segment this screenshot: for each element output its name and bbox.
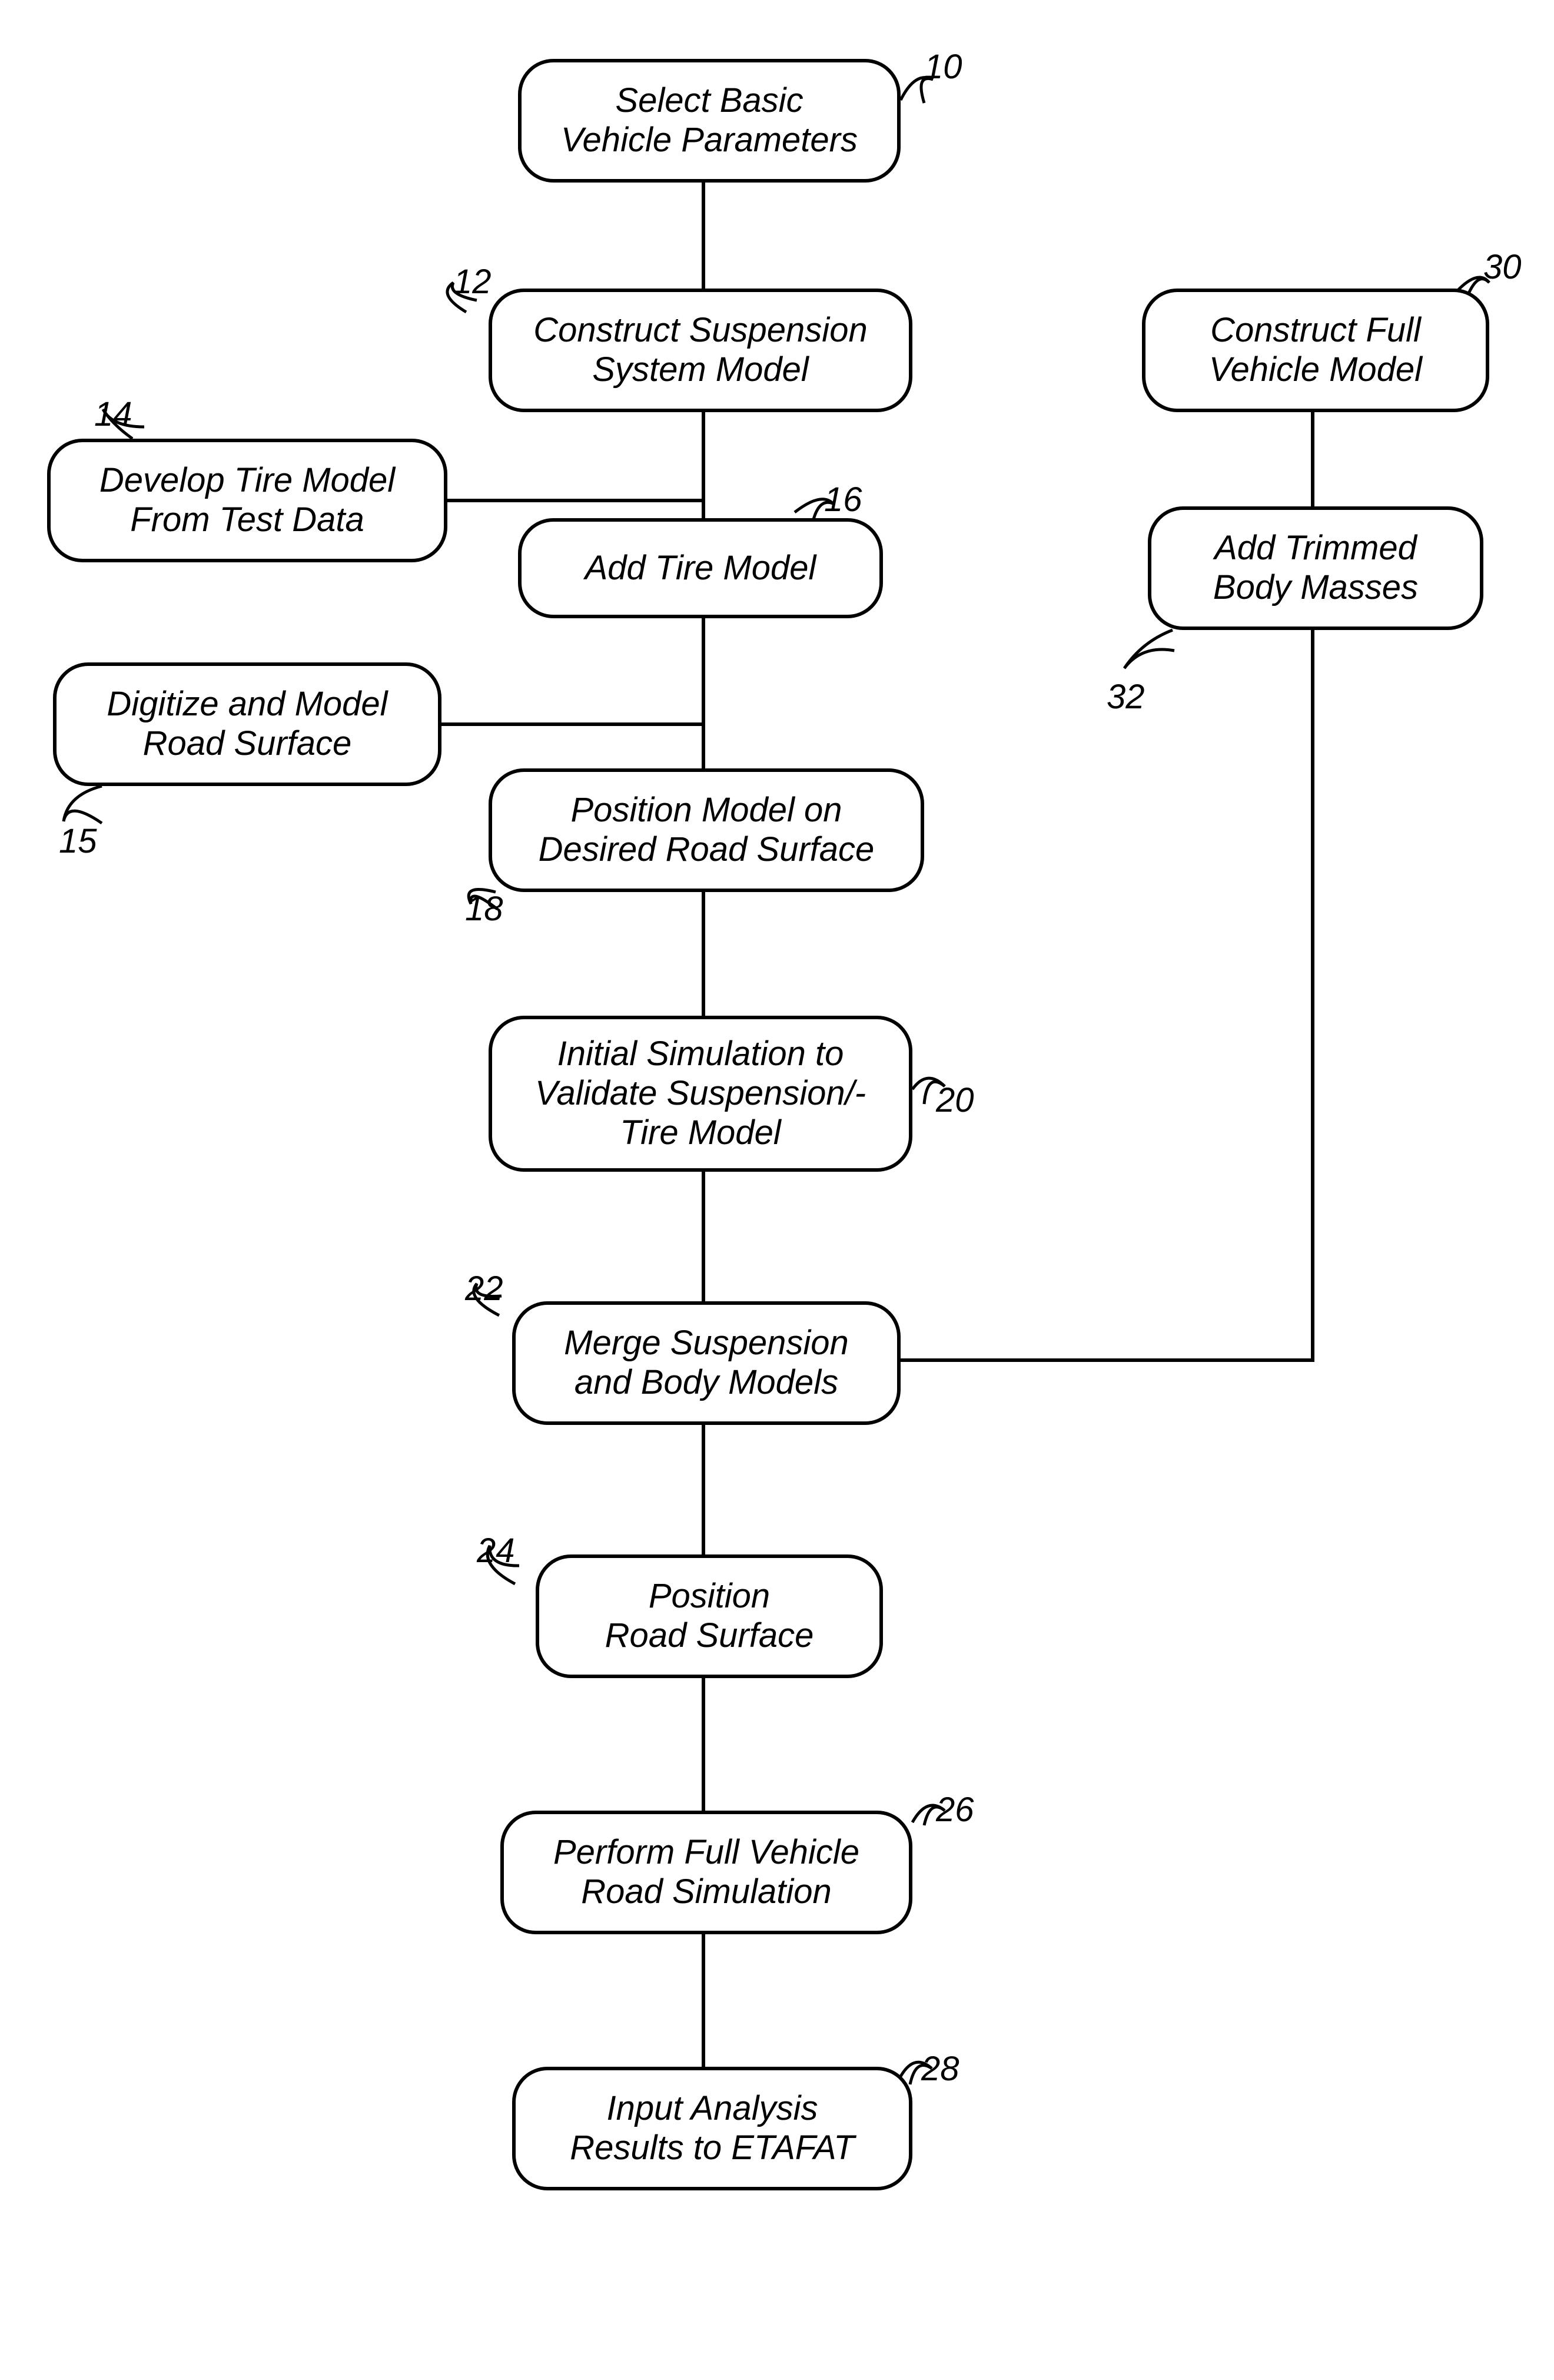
label-n16: 16 — [824, 480, 862, 519]
node-n30: Construct Full Vehicle Model — [1142, 289, 1489, 412]
node-text-n18: Position Model on Desired Road Surface — [539, 791, 875, 869]
node-n20: Initial Simulation to Validate Suspensio… — [489, 1016, 912, 1172]
node-n16: Add Tire Model — [518, 518, 883, 618]
node-text-n20: Initial Simulation to Validate Suspensio… — [535, 1035, 866, 1152]
label-n32: 32 — [1107, 677, 1145, 717]
node-n12: Construct Suspension System Model — [489, 289, 912, 412]
node-n26: Perform Full Vehicle Road Simulation — [500, 1811, 912, 1934]
node-n15: Digitize and Model Road Surface — [53, 662, 441, 786]
label-n24: 24 — [477, 1531, 515, 1570]
label-n14: 14 — [94, 395, 132, 434]
label-n22: 22 — [465, 1269, 503, 1308]
label-n20: 20 — [936, 1080, 974, 1120]
label-n26: 26 — [936, 1790, 974, 1829]
label-n15: 15 — [59, 821, 97, 861]
node-n18: Position Model on Desired Road Surface — [489, 768, 924, 892]
label-n12: 12 — [453, 262, 492, 301]
label-n28: 28 — [921, 2049, 959, 2089]
node-n14: Develop Tire Model From Test Data — [47, 439, 447, 562]
node-text-n15: Digitize and Model Road Surface — [107, 685, 387, 763]
node-text-n22: Merge Suspension and Body Models — [564, 1324, 849, 1402]
callout-4 — [64, 786, 102, 823]
label-n10: 10 — [924, 47, 962, 87]
node-n24: Position Road Surface — [536, 1554, 883, 1678]
label-n30: 30 — [1483, 247, 1522, 287]
node-text-n14: Develop Tire Model From Test Data — [99, 461, 395, 539]
node-text-n30: Construct Full Vehicle Model — [1209, 311, 1422, 389]
node-text-n10: Select Basic Vehicle Parameters — [561, 81, 858, 160]
node-text-n24: Position Road Surface — [605, 1577, 814, 1655]
connector-11 — [901, 630, 1313, 1360]
node-n28: Input Analysis Results to ETAFAT — [512, 2067, 912, 2190]
node-text-n16: Add Tire Model — [585, 549, 816, 588]
node-text-n26: Perform Full Vehicle Road Simulation — [553, 1833, 859, 1911]
node-text-n28: Input Analysis Results to ETAFAT — [570, 2089, 854, 2167]
node-n22: Merge Suspension and Body Models — [512, 1301, 901, 1425]
label-n18: 18 — [465, 889, 503, 929]
node-text-n32: Add Trimmed Body Masses — [1213, 529, 1418, 607]
callout-12 — [1124, 630, 1174, 668]
node-n10: Select Basic Vehicle Parameters — [518, 59, 901, 183]
node-text-n12: Construct Suspension System Model — [533, 311, 867, 389]
node-n32: Add Trimmed Body Masses — [1148, 506, 1483, 630]
